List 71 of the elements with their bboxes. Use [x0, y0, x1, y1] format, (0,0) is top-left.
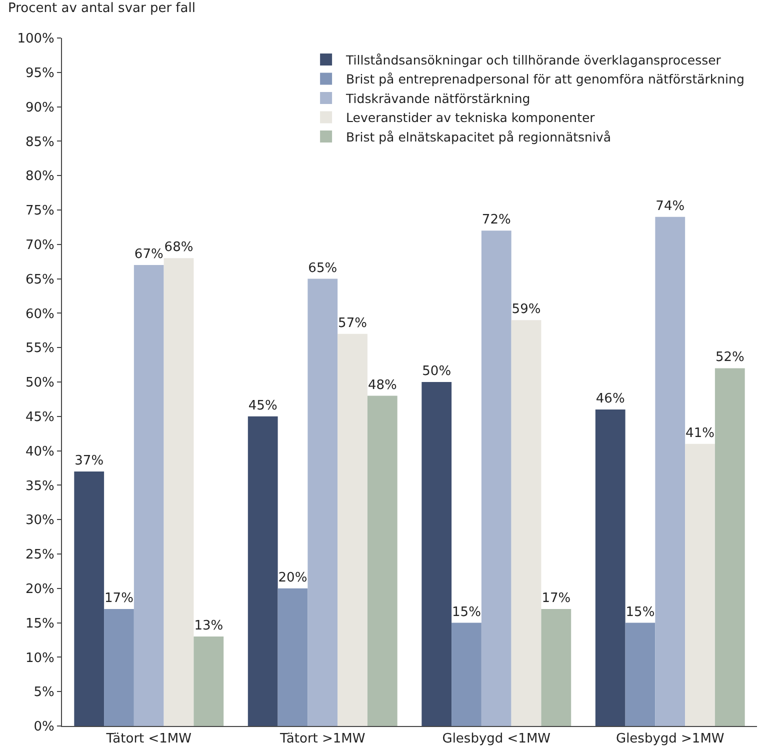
bar — [595, 410, 626, 726]
bar — [625, 622, 656, 726]
bar — [194, 636, 224, 726]
data-label: 59% — [512, 302, 541, 318]
y-tick-label: 0% — [34, 720, 54, 735]
bar — [541, 609, 572, 726]
data-label: 74% — [656, 198, 685, 214]
data-label: 48% — [368, 378, 397, 393]
bar — [511, 320, 542, 726]
y-tick-label: 50% — [25, 376, 54, 391]
bar — [338, 334, 368, 726]
data-label: 17% — [542, 591, 571, 606]
y-tick-label: 70% — [25, 238, 54, 253]
data-label: 52% — [715, 350, 744, 366]
y-tick-label: 85% — [25, 134, 54, 150]
bar — [164, 258, 194, 726]
data-label: 41% — [686, 426, 714, 441]
legend-label: Tidskrävande nätförstärkning — [345, 90, 530, 106]
y-tick-label: 80% — [25, 169, 54, 184]
legend-label: Brist på elnätskapacitet på regionnätsnivå — [346, 129, 611, 144]
y-tick-label: 45% — [25, 410, 54, 425]
y-tick-label: 100% — [17, 32, 54, 47]
data-label: 13% — [194, 618, 224, 634]
bar — [248, 416, 278, 726]
x-tick-label: Tätort >1MW — [279, 732, 366, 747]
bar — [367, 396, 398, 726]
y-tick-label: 60% — [25, 306, 54, 322]
data-label: 67% — [134, 247, 164, 262]
y-axis-title: Procent av antal svar per fall — [8, 1, 196, 16]
legend-label: Brist på entreprenadpersonal för att genomföra nätförstärkning — [346, 72, 744, 87]
y-tick-label: 65% — [25, 272, 54, 288]
y-tick-label: 20% — [25, 582, 54, 597]
data-label: 72% — [482, 212, 511, 228]
x-tick-label: Tätort <1MW — [105, 732, 192, 747]
data-label: 57% — [338, 316, 367, 331]
data-label: 45% — [248, 398, 278, 414]
bar — [74, 471, 104, 726]
y-tick-label: 15% — [25, 616, 54, 632]
bar — [714, 368, 745, 726]
legend-label: Leveranstider av tekniska komponenter — [346, 110, 596, 126]
y-tick-label: 40% — [25, 444, 54, 460]
y-tick-label: 95% — [25, 66, 54, 81]
y-tick-label: 55% — [25, 341, 54, 356]
y-tick-label: 25% — [25, 548, 54, 563]
bar — [481, 230, 512, 726]
y-tick-label: 30% — [25, 513, 54, 528]
y-tick-label: 75% — [25, 204, 54, 219]
bar — [134, 265, 164, 726]
legend-label: Tillståndsansökningar och tillhörande överklagansprocesser — [345, 52, 722, 68]
data-label: 65% — [308, 260, 338, 276]
bar — [308, 278, 338, 726]
y-tick-label: 35% — [25, 478, 54, 494]
bar — [422, 382, 452, 726]
data-label: 17% — [104, 591, 134, 606]
x-tick-label: Glesbygd >1MW — [616, 732, 724, 747]
data-label: 20% — [278, 570, 308, 586]
bar — [655, 216, 686, 726]
bar — [685, 444, 715, 726]
data-label: 50% — [422, 364, 452, 379]
y-tick-label: 5% — [34, 685, 54, 700]
y-tick-label: 10% — [25, 650, 54, 666]
bar — [104, 609, 134, 726]
data-label: 15% — [626, 604, 655, 620]
data-label: 37% — [74, 453, 104, 468]
x-tick-label: Glesbygd <1MW — [442, 732, 551, 747]
bar — [452, 622, 482, 726]
data-label: 46% — [596, 392, 625, 407]
data-label: 15% — [452, 604, 481, 620]
y-tick-label: 90% — [25, 100, 54, 116]
bar — [278, 588, 308, 726]
data-label: 68% — [164, 240, 194, 256]
